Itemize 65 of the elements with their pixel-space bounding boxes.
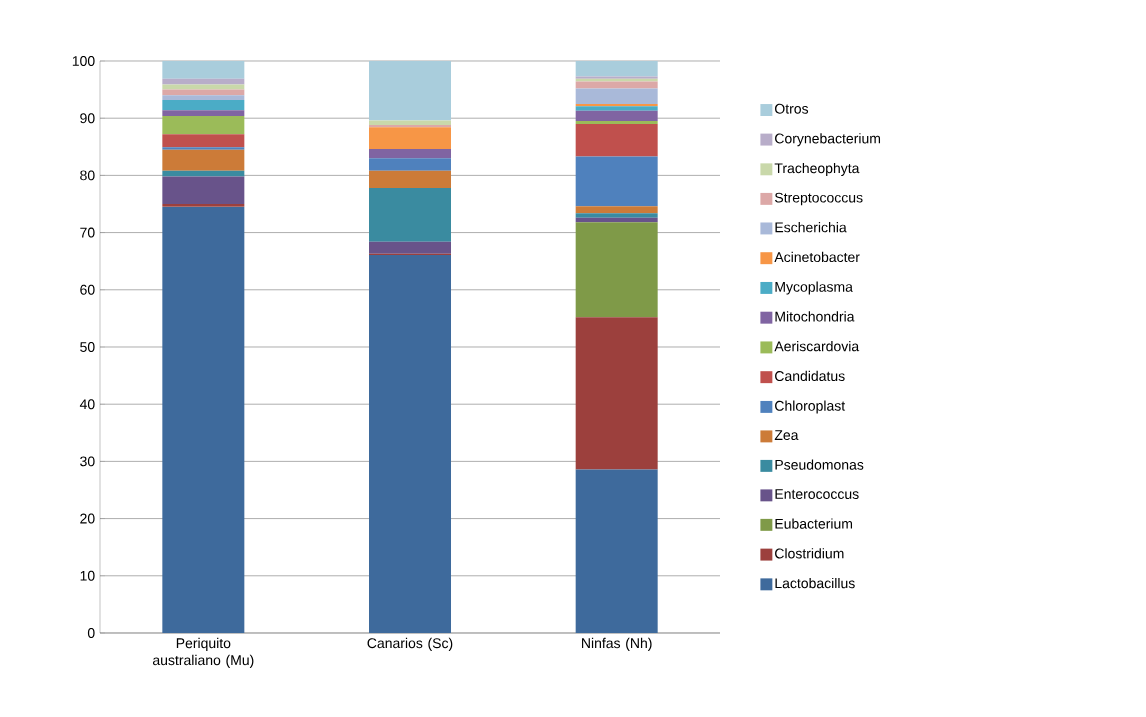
bar: [575, 469, 658, 633]
bar: [575, 213, 658, 218]
bar: [369, 254, 452, 633]
bar: [369, 158, 452, 171]
legend-label: Lactobacillus: [775, 577, 855, 589]
bar: [575, 106, 658, 111]
legend-label: Acinetobacter: [774, 251, 860, 263]
y-tick-label: 0: [87, 628, 95, 638]
bar: [575, 110, 658, 122]
legend-label: Zea: [774, 430, 799, 441]
legend-label: Eubacterium: [775, 518, 853, 529]
bar: [162, 134, 245, 148]
bar: [162, 84, 245, 90]
bar: [369, 187, 452, 242]
legend-label: Aeriscardovia: [774, 341, 860, 352]
bar: [162, 95, 245, 100]
bar: [162, 115, 245, 135]
bar: [162, 110, 245, 116]
bar: [162, 170, 245, 177]
legend-label: Chloroplast: [775, 400, 846, 414]
bar: [575, 317, 658, 470]
bar: [162, 147, 245, 150]
legend-label: Candidatus: [775, 370, 845, 382]
y-tick-label: 20: [80, 513, 95, 524]
bar: [575, 121, 658, 124]
legend-label: Mitochondria: [775, 311, 855, 322]
bar: [162, 99, 245, 111]
y-tick-label: 30: [80, 456, 95, 467]
bar: [575, 60, 658, 77]
bar: [575, 156, 658, 207]
y-tick-label: 80: [80, 170, 95, 181]
y-tick-label: 70: [80, 227, 95, 238]
x-tick-label: Periquito australiano (Mu): [152, 637, 254, 668]
bar: [162, 60, 245, 79]
legend-label: Mycoplasma: [775, 281, 853, 295]
y-tick-label: 50: [80, 342, 95, 352]
legend-label: Streptococcus: [775, 192, 863, 206]
bar: [369, 149, 452, 159]
y-tick-label: 90: [80, 113, 95, 124]
legend-label: Pseudomonas: [775, 459, 864, 470]
legend-label: Enterococcus: [775, 489, 859, 499]
bar: [369, 170, 452, 188]
legend-label: Otros: [775, 103, 809, 114]
legend-label: Clostridium: [775, 548, 844, 559]
bar: [369, 127, 452, 150]
bar: [575, 123, 658, 157]
bar: [369, 60, 452, 121]
legend-label: Tracheophyta: [774, 162, 860, 176]
bar: [575, 222, 658, 318]
legend-label: Corynebacterium: [775, 133, 881, 147]
x-tick-label: Canarios (Sc): [367, 637, 453, 651]
legend-label: Escherichia: [775, 222, 847, 233]
bar: [162, 149, 245, 171]
y-tick-label: 40: [79, 399, 95, 410]
bar: [162, 206, 245, 633]
bar: [162, 176, 245, 204]
y-tick-label: 60: [80, 284, 95, 295]
bar: [575, 206, 658, 214]
x-tick-label: Ninfas (Nh): [582, 637, 652, 651]
bar: [369, 241, 452, 254]
bar: [369, 120, 452, 126]
y-tick-label: 10: [80, 570, 95, 581]
y-tick-label: 100: [72, 56, 95, 66]
bar: [162, 203, 245, 207]
bar: [575, 88, 658, 104]
